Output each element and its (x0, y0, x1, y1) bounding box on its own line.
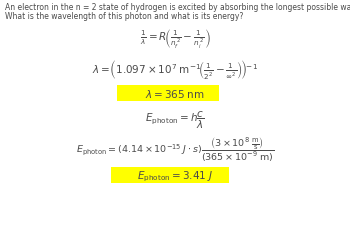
Text: An electron in the n = 2 state of hydrogen is excited by absorbing the longest p: An electron in the n = 2 state of hydrog… (5, 3, 350, 12)
Text: $E_{\mathrm{photon}} = (4.14 \times 10^{-15} \; J \cdot s)\dfrac{\left(3 \times : $E_{\mathrm{photon}} = (4.14 \times 10^{… (76, 136, 274, 164)
Text: $E_{\mathrm{photon}} = h\dfrac{c}{\lambda}$: $E_{\mathrm{photon}} = h\dfrac{c}{\lambd… (145, 110, 205, 131)
Text: $\frac{1}{\lambda} = R\!\left(\frac{1}{n_f^{\,2}} - \frac{1}{n_i^{\,2}}\right)$: $\frac{1}{\lambda} = R\!\left(\frac{1}{n… (140, 28, 210, 51)
Text: $\lambda = \!\left(1.097 \times 10^7 \; \mathrm{m^{-1}}\!\left(\frac{1}{2^2} - \: $\lambda = \!\left(1.097 \times 10^7 \; … (92, 58, 258, 81)
Text: $E_{\mathrm{photon}} = 3.41 \; J$: $E_{\mathrm{photon}} = 3.41 \; J$ (137, 170, 213, 184)
Text: What is the wavelength of this photon and what is its energy?: What is the wavelength of this photon an… (5, 12, 243, 21)
FancyBboxPatch shape (117, 85, 219, 101)
Text: $\lambda = 365 \; \mathrm{nm}$: $\lambda = 365 \; \mathrm{nm}$ (145, 88, 205, 100)
FancyBboxPatch shape (111, 167, 229, 183)
